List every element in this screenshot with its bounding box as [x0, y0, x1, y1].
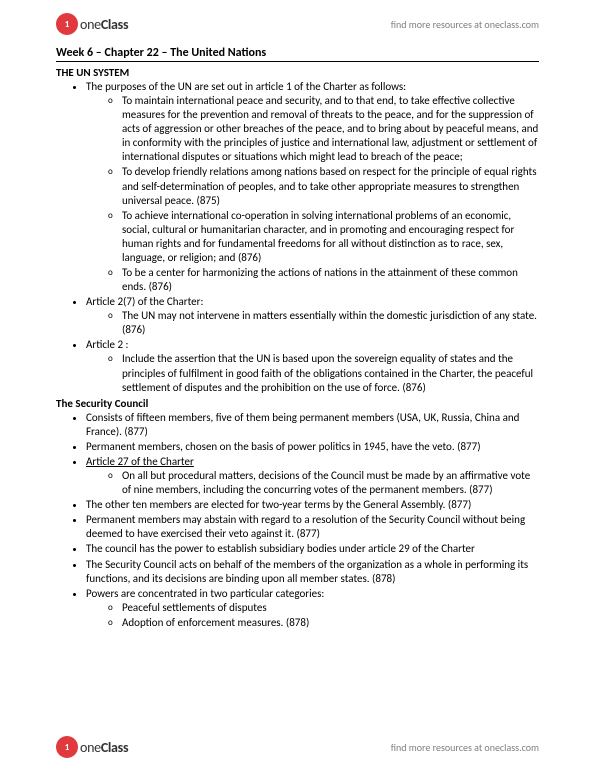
- sub-list-item: The UN may not intervene in matters esse…: [108, 309, 539, 337]
- footer-logo-part1: one: [80, 739, 101, 756]
- list-item: Article 27 of the CharterOn all but proc…: [86, 455, 539, 497]
- sub-list-item: To achieve international co-operation in…: [108, 209, 539, 265]
- sub-list-item: Adoption of enforcement measures. (878): [108, 616, 539, 630]
- header-tagline[interactable]: find more resources at oneclass.com: [391, 18, 539, 31]
- list-item: The purposes of the UN are set out in ar…: [86, 80, 539, 294]
- sub-list: Peaceful settlements of disputesAdoption…: [86, 601, 539, 630]
- list-item: The other ten members are elected for tw…: [86, 498, 539, 512]
- list-item-text: Article 2(7) of the Charter:: [86, 295, 203, 308]
- sub-list-item: On all but procedural matters, decisions…: [108, 469, 539, 497]
- sub-list: The UN may not intervene in matters esse…: [86, 309, 539, 337]
- list-item: Article 2(7) of the Charter:The UN may n…: [86, 295, 539, 337]
- list-item: Permanent members, chosen on the basis o…: [86, 440, 539, 454]
- logo-text: oneClass: [80, 16, 128, 33]
- bullet-list: The purposes of the UN are set out in ar…: [56, 80, 539, 395]
- list-item-text: Article 27 of the Charter: [86, 455, 194, 468]
- list-item-text: The council has the power to establish s…: [86, 542, 475, 555]
- list-item: Consists of fifteen members, five of the…: [86, 411, 539, 439]
- sub-list-item: To be a center for harmonizing the actio…: [108, 266, 539, 294]
- list-item-text: Powers are concentrated in two particula…: [86, 587, 324, 600]
- footer-tagline[interactable]: find more resources at oneclass.com: [391, 741, 539, 754]
- list-item-text: Consists of fifteen members, five of the…: [86, 411, 519, 438]
- list-item: Permanent members may abstain with regar…: [86, 513, 539, 541]
- logo-part1: one: [80, 16, 101, 33]
- list-item-text: The other ten members are elected for tw…: [86, 498, 471, 511]
- list-item: Powers are concentrated in two particula…: [86, 587, 539, 630]
- sub-list-item: To maintain international peace and secu…: [108, 94, 539, 164]
- sub-list-item: Include the assertion that the UN is bas…: [108, 352, 539, 394]
- list-item-text: Permanent members may abstain with regar…: [86, 513, 525, 540]
- list-item-text: The purposes of the UN are set out in ar…: [86, 80, 406, 93]
- page-title: Week 6 – Chapter 22 – The United Nations: [56, 46, 539, 60]
- list-item: Article 2 :Include the assertion that th…: [86, 338, 539, 394]
- list-item-text: Permanent members, chosen on the basis o…: [86, 440, 481, 453]
- sub-list: Include the assertion that the UN is bas…: [86, 352, 539, 394]
- footer-logo-text: oneClass: [80, 739, 128, 756]
- logo-part2: Class: [101, 16, 128, 33]
- footer-logo-badge-icon: 1: [56, 736, 78, 758]
- sub-list: To maintain international peace and secu…: [86, 94, 539, 294]
- list-item: The Security Council acts on behalf of t…: [86, 558, 539, 586]
- title-divider: [56, 61, 539, 62]
- header: 1 oneClass find more resources at onecla…: [0, 0, 595, 44]
- list-item-text: The Security Council acts on behalf of t…: [86, 558, 528, 585]
- logo: 1 oneClass: [56, 13, 128, 35]
- section-heading: The Security Council: [56, 397, 539, 410]
- footer-logo-part2: Class: [101, 739, 128, 756]
- sub-list-item: To develop friendly relations among nati…: [108, 165, 539, 207]
- bullet-list: Consists of fifteen members, five of the…: [56, 411, 539, 630]
- document-body: Week 6 – Chapter 22 – The United Nations…: [0, 44, 595, 630]
- section-heading: THE UN SYSTEM: [56, 66, 539, 79]
- list-item: The council has the power to establish s…: [86, 542, 539, 556]
- footer: 1 oneClass find more resources at onecla…: [0, 726, 595, 770]
- list-item-text: Article 2 :: [86, 338, 128, 351]
- sub-list-item: Peaceful settlements of disputes: [108, 601, 539, 615]
- footer-logo: 1 oneClass: [56, 736, 128, 758]
- sub-list: On all but procedural matters, decisions…: [86, 469, 539, 497]
- logo-badge-icon: 1: [56, 13, 78, 35]
